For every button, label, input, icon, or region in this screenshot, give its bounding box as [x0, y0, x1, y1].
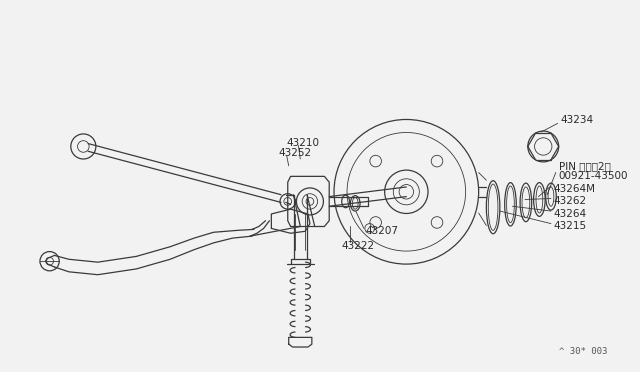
Text: 43264: 43264 [554, 209, 587, 219]
Text: 43262: 43262 [554, 196, 587, 206]
Text: ^ 30* 003: ^ 30* 003 [559, 347, 607, 356]
Text: 43215: 43215 [554, 221, 587, 231]
Text: 00921-43500: 00921-43500 [559, 171, 628, 182]
Text: 43222: 43222 [342, 241, 375, 251]
Text: 43210: 43210 [287, 138, 320, 148]
Text: 43234: 43234 [561, 115, 594, 125]
Text: 43252: 43252 [278, 148, 311, 158]
Text: 43207: 43207 [366, 226, 399, 236]
Text: PIN ビン（2）: PIN ビン（2） [559, 161, 611, 171]
Text: 43264M: 43264M [554, 184, 596, 194]
